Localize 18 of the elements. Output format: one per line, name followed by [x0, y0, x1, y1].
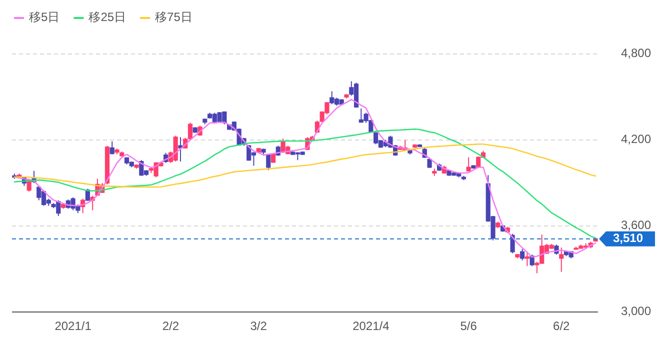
ref-label: 3,510: [599, 231, 655, 246]
legend-item: 移75日: [140, 10, 192, 24]
y-tick-label: 4,800: [620, 46, 652, 60]
x-tick-label: 5/6: [460, 319, 478, 333]
legend-label: 移25日: [88, 10, 126, 24]
ref-line-label: 3,510: [612, 231, 644, 246]
x-tick-label: 6/2: [553, 319, 570, 333]
legend-item: 移5日: [14, 10, 60, 24]
x-tick-label: 3/2: [250, 319, 268, 333]
y-tick-label: 3,600: [620, 218, 652, 232]
legend-item: 移25日: [74, 10, 126, 24]
legend-label: 移5日: [29, 10, 60, 24]
x-tick-label: 2021/4: [352, 319, 390, 333]
legend-label: 移75日: [155, 10, 192, 24]
x-tick-label: 2021/1: [54, 319, 92, 333]
x-tick-label: 2/2: [162, 319, 180, 333]
y-tick-label: 3,000: [620, 304, 652, 318]
y-tick-label: 4,200: [620, 132, 652, 146]
